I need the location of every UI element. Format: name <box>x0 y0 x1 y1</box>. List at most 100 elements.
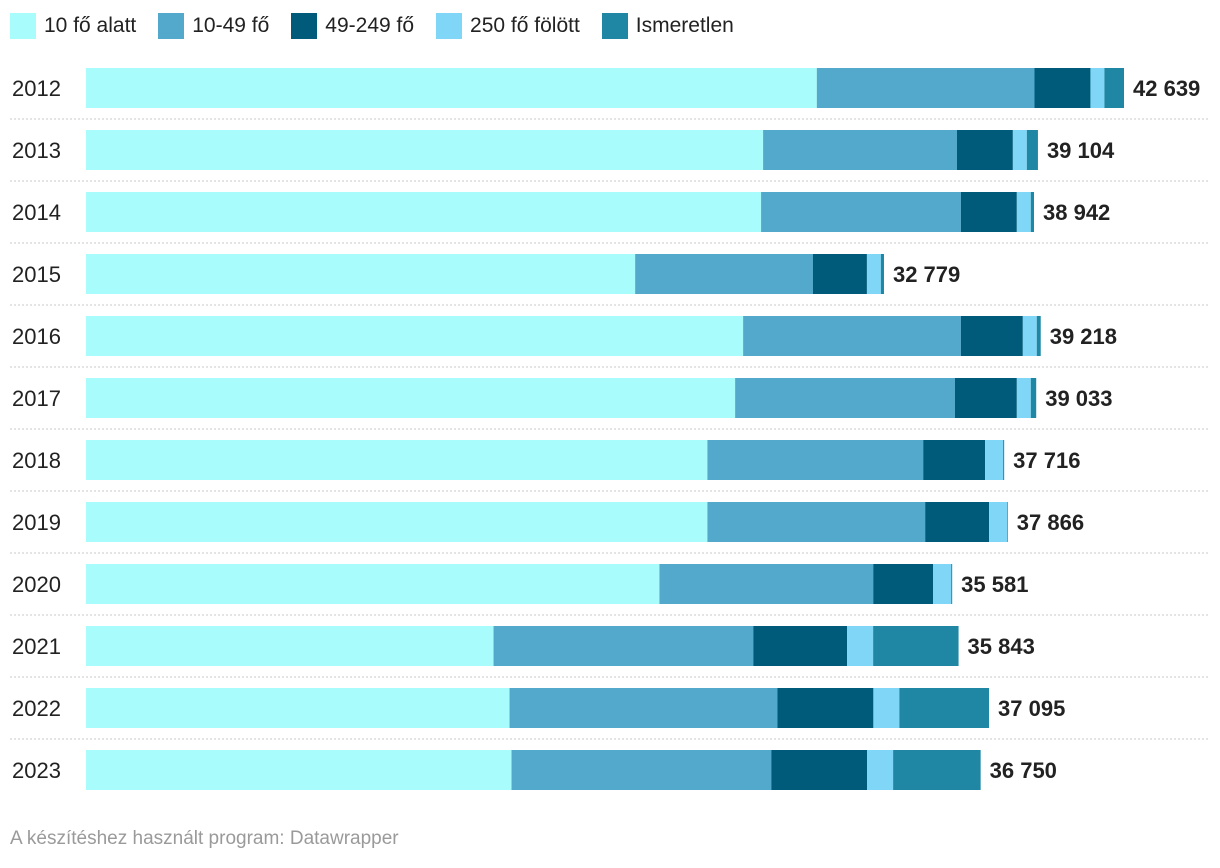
legend-item: 10 fő alatt <box>10 13 136 39</box>
year-label: 2015 <box>12 262 61 287</box>
total-label: 36 750 <box>990 758 1057 783</box>
bar-segment <box>960 316 1023 356</box>
bar-segment <box>707 440 924 480</box>
bar-segment <box>86 316 744 356</box>
bar-segment <box>873 626 959 666</box>
chart-legend: 10 fő alatt 10-49 fő 49-249 fő 250 fő fölöt… <box>10 10 734 42</box>
bar-segment <box>1026 130 1038 170</box>
bar-segment <box>1030 192 1034 232</box>
bar-segment <box>1030 378 1037 418</box>
bar-segment <box>86 192 762 232</box>
total-label: 39 104 <box>1047 138 1115 163</box>
bar-segment <box>86 130 764 170</box>
bar-segment <box>873 688 900 728</box>
bar-segment <box>1003 440 1005 480</box>
bar-segment <box>1090 68 1105 108</box>
bar-segment <box>86 502 708 542</box>
year-label: 2018 <box>12 448 61 473</box>
legend-label: 49-249 fő <box>325 14 415 37</box>
bar-segment <box>925 502 990 542</box>
bar-segment <box>1007 502 1008 542</box>
bar-segment <box>735 378 955 418</box>
year-label: 2019 <box>12 510 61 535</box>
bar-segment <box>86 626 494 666</box>
bar-segment <box>707 502 926 542</box>
bar-segment <box>1036 316 1041 356</box>
bar-segment <box>777 688 874 728</box>
total-label: 35 581 <box>961 572 1028 597</box>
year-label: 2012 <box>12 76 61 101</box>
bar-segment <box>771 750 868 790</box>
legend-label: 10-49 fő <box>192 14 270 37</box>
bar-segment <box>1016 378 1031 418</box>
bar-segment <box>509 688 778 728</box>
total-label: 35 843 <box>968 634 1035 659</box>
year-label: 2021 <box>12 634 61 659</box>
total-label: 39 218 <box>1050 324 1117 349</box>
bar-segment <box>1022 316 1037 356</box>
legend-swatch <box>291 13 318 39</box>
bar-segment <box>954 378 1017 418</box>
bar-segment <box>989 502 1008 542</box>
bar-segment <box>763 130 957 170</box>
total-label: 39 033 <box>1045 386 1112 411</box>
source-credit: A készítéshez használt program: Datawrap… <box>10 828 399 849</box>
year-label: 2020 <box>12 572 61 597</box>
bar-segment <box>880 254 884 294</box>
total-label: 37 095 <box>998 696 1065 721</box>
bar-segment <box>873 564 934 604</box>
bar-segment <box>86 378 736 418</box>
bar-segment <box>923 440 986 480</box>
bar-segment <box>1034 68 1091 108</box>
bar-segment <box>86 750 512 790</box>
bar-segment <box>812 254 867 294</box>
year-label: 2013 <box>12 138 61 163</box>
bar-segment <box>847 626 874 666</box>
bar-segment <box>1012 130 1027 170</box>
legend-swatch <box>10 13 36 39</box>
bar-segment <box>743 316 961 356</box>
bar-segment <box>86 564 660 604</box>
bar-segment <box>86 688 510 728</box>
bar-segment <box>956 130 1013 170</box>
bar-segment <box>893 750 981 790</box>
legend-label: 250 fő fölött <box>470 14 580 37</box>
bar-segment <box>816 68 1035 108</box>
legend-swatch <box>158 13 185 39</box>
year-label: 2022 <box>12 696 61 721</box>
year-label: 2014 <box>12 200 61 225</box>
legend-item: 250 fő fölött <box>436 13 580 39</box>
bar-segment <box>867 750 894 790</box>
bar-segment <box>960 192 1017 232</box>
total-label: 37 716 <box>1013 448 1080 473</box>
year-label: 2017 <box>12 386 61 411</box>
total-label: 37 866 <box>1017 510 1084 535</box>
legend-swatch <box>601 13 628 39</box>
bar-segment <box>899 688 990 728</box>
legend-item: 10-49 fő <box>158 13 269 39</box>
bar-segment <box>985 440 1004 480</box>
bar-segment <box>1104 68 1124 108</box>
bar-segment <box>86 254 636 294</box>
bar-segment <box>753 626 848 666</box>
total-label: 38 942 <box>1043 200 1110 225</box>
bar-segment <box>866 254 881 294</box>
legend-item: 49-249 fő <box>291 13 414 39</box>
legend-item: Ismeretlen <box>601 13 734 39</box>
legend-swatch <box>436 13 463 39</box>
total-label: 42 639 <box>1133 76 1200 101</box>
bar-segment <box>933 564 952 604</box>
year-label: 2023 <box>12 758 61 783</box>
legend-label: 10 fő alatt <box>44 14 137 37</box>
bar-segment <box>1016 192 1031 232</box>
bar-segment <box>761 192 961 232</box>
bar-segment <box>635 254 813 294</box>
bar-segment <box>511 750 772 790</box>
bar-segment <box>659 564 874 604</box>
bar-segment <box>493 626 754 666</box>
bar-segment <box>86 440 708 480</box>
bar-segment <box>951 564 953 604</box>
bar-segment <box>86 68 817 108</box>
total-label: 32 779 <box>893 262 960 287</box>
